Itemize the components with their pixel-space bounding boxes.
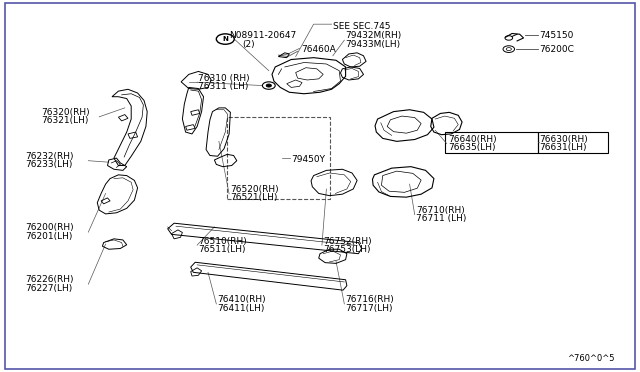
Text: 76630(RH): 76630(RH) (539, 135, 588, 144)
Text: 76201(LH): 76201(LH) (26, 232, 73, 241)
Text: 76640(RH): 76640(RH) (448, 135, 497, 144)
Text: 76710(RH): 76710(RH) (416, 206, 465, 215)
Text: 76511(LH): 76511(LH) (198, 245, 246, 254)
Text: 76635(LH): 76635(LH) (448, 143, 495, 152)
Text: 79450Y: 79450Y (291, 155, 325, 164)
Text: N: N (222, 36, 228, 42)
Text: 76521(LH): 76521(LH) (230, 193, 278, 202)
Text: 76716(RH): 76716(RH) (346, 295, 394, 304)
Text: 76232(RH): 76232(RH) (26, 152, 74, 161)
Text: 76200(RH): 76200(RH) (26, 223, 74, 232)
Bar (538, 132, 608, 153)
Text: 79432M(RH): 79432M(RH) (346, 31, 402, 40)
Text: 76321(LH): 76321(LH) (42, 116, 89, 125)
Text: 76752(RH): 76752(RH) (323, 237, 372, 246)
Text: 76320(RH): 76320(RH) (42, 108, 90, 117)
Text: 745150: 745150 (539, 31, 573, 40)
Text: ^760^0^5: ^760^0^5 (567, 355, 614, 363)
Text: 76717(LH): 76717(LH) (346, 304, 393, 312)
Bar (445, 132, 538, 153)
Text: 76200C: 76200C (539, 45, 573, 54)
Text: 76310 (RH): 76310 (RH) (198, 74, 250, 83)
Circle shape (266, 84, 271, 87)
Text: 79433M(LH): 79433M(LH) (346, 40, 401, 49)
Text: 76227(LH): 76227(LH) (26, 284, 73, 293)
Text: 76753(LH): 76753(LH) (323, 245, 371, 254)
Text: (2): (2) (242, 40, 255, 49)
Text: 76510(RH): 76510(RH) (198, 237, 247, 246)
Text: 76711 (LH): 76711 (LH) (416, 214, 467, 223)
Text: 76631(LH): 76631(LH) (539, 143, 586, 152)
Text: 76411(LH): 76411(LH) (218, 304, 265, 312)
Text: 76226(RH): 76226(RH) (26, 275, 74, 284)
Text: 76520(RH): 76520(RH) (230, 185, 279, 194)
Text: 76233(LH): 76233(LH) (26, 160, 73, 169)
Text: SEE SEC.745: SEE SEC.745 (333, 22, 390, 31)
Text: 76311 (LH): 76311 (LH) (198, 82, 249, 91)
Bar (227, 117, 330, 199)
Text: 76460A: 76460A (301, 45, 335, 54)
Text: N08911-20647: N08911-20647 (229, 31, 296, 40)
Text: 76410(RH): 76410(RH) (218, 295, 266, 304)
